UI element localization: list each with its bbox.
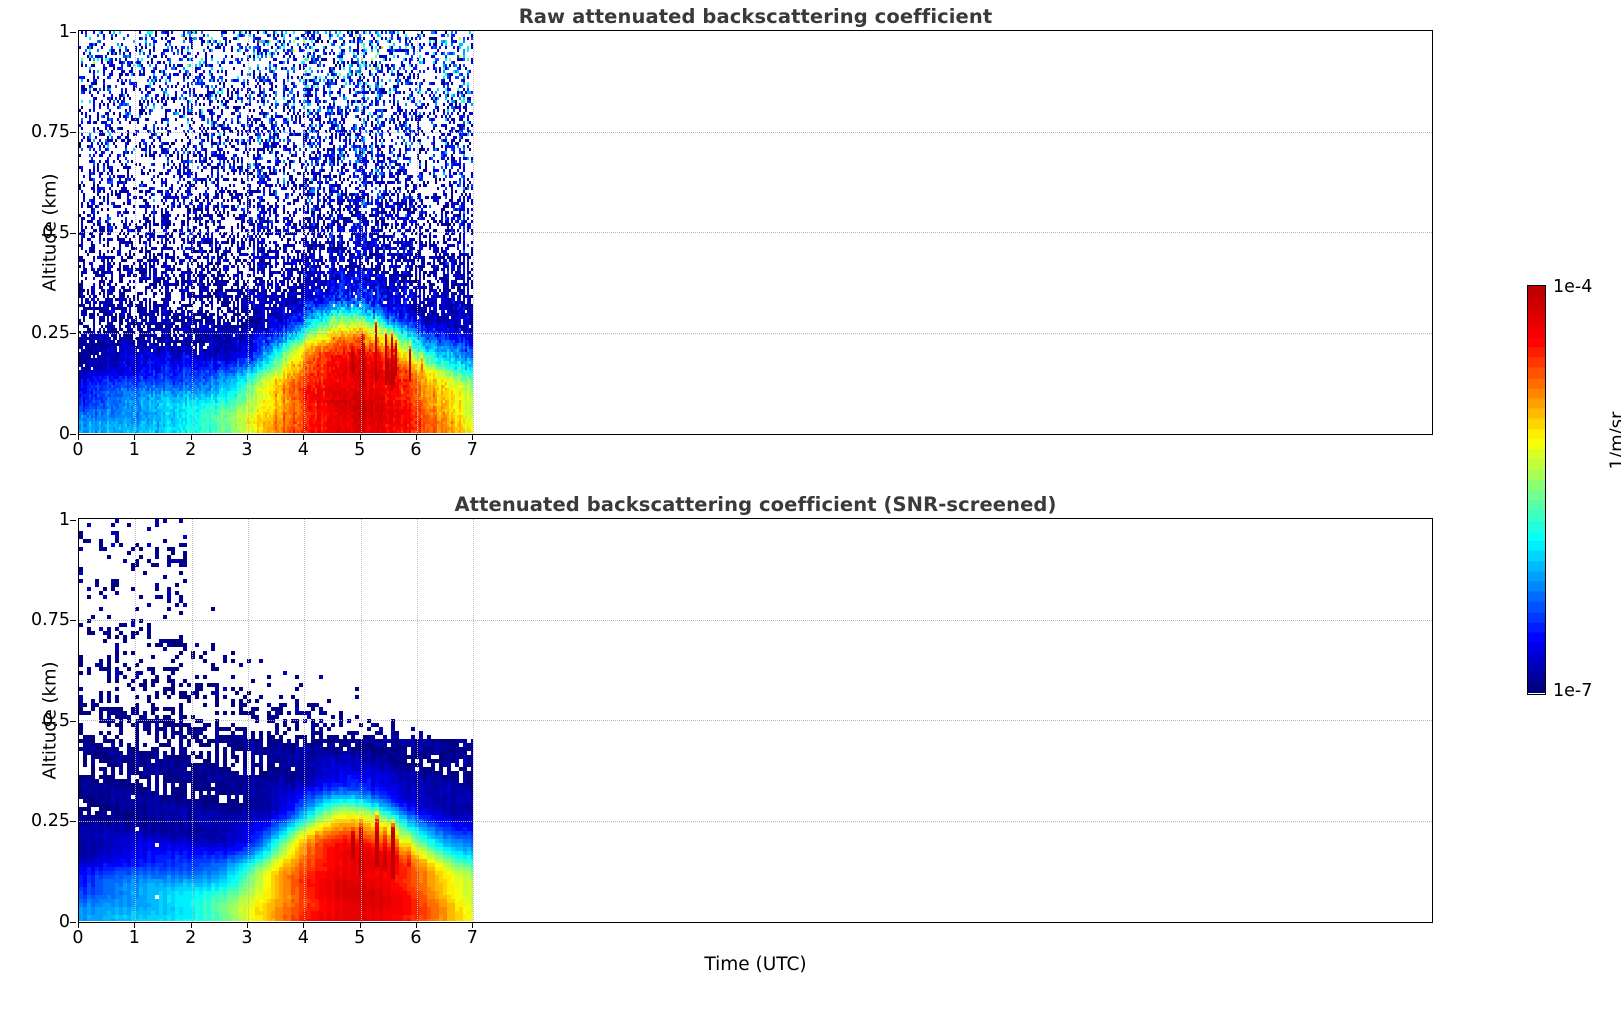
x-tick-mark: [78, 434, 79, 440]
x-tick-mark: [472, 434, 474, 440]
y-tick-label: 1: [58, 509, 70, 530]
x-tick-mark: [190, 434, 192, 440]
y-axis-label-bottom: Altitude (km): [39, 661, 61, 780]
y-tick-mark: [70, 333, 76, 335]
x-tick-label: 5: [354, 928, 366, 948]
x-tick-label: 3: [241, 440, 253, 460]
heatmap-axes-bottom: [78, 518, 1433, 923]
x-tick-label: 3: [241, 928, 253, 948]
x-tick-label: 7: [466, 440, 478, 460]
x-tick-mark: [359, 434, 361, 440]
x-tick-label: 7: [466, 928, 478, 948]
y-tick-mark: [70, 620, 76, 622]
y-axis-label-top: Altitude (km): [39, 173, 61, 292]
x-tick-mark: [359, 922, 361, 928]
panel-title-bottom: Attenuated backscattering coefficient (S…: [454, 493, 1057, 516]
y-tick-mark: [70, 921, 76, 923]
y-tick-label: 0.25: [31, 323, 70, 344]
heatmap-image-bottom: [79, 519, 1431, 921]
y-tick-label: 0.5: [42, 710, 70, 731]
colorbar: 1e-4 1e-7: [1527, 277, 1592, 701]
y-tick-label: 1: [58, 21, 70, 42]
y-tick-mark: [70, 232, 76, 234]
x-tick-mark: [303, 434, 305, 440]
x-tick-label: 6: [410, 440, 422, 460]
x-tick-label: 4: [297, 928, 309, 948]
x-tick-mark: [416, 434, 417, 440]
y-tick-mark: [70, 821, 76, 823]
x-tick-label: 2: [185, 440, 197, 460]
heatmap-axes-top: [78, 30, 1433, 435]
y-tick-mark: [70, 720, 76, 722]
y-tick-mark: [70, 519, 76, 521]
y-tick-label: 0.25: [31, 811, 70, 832]
y-axis-ticks-top: 0 0.25 0.5 0.75 1: [4, 22, 76, 444]
x-tick-label: 0: [72, 440, 84, 460]
x-tick-mark: [134, 922, 136, 928]
x-tick-mark: [190, 922, 192, 928]
x-tick-mark: [247, 434, 248, 440]
x-axis-label: Time (UTC): [704, 954, 807, 975]
y-tick-mark: [70, 132, 76, 134]
x-tick-label: 1: [128, 440, 140, 460]
y-tick-label: 0.5: [42, 222, 70, 243]
x-tick-label: 0: [72, 928, 84, 948]
y-tick-mark: [70, 31, 76, 33]
y-axis-ticks-bottom: 0 0.25 0.5 0.75 1: [4, 510, 76, 932]
x-axis-ticks-top: 0 1 2 3 4 5 6 7: [72, 434, 1433, 464]
x-tick-mark: [303, 922, 305, 928]
x-tick-mark: [134, 434, 136, 440]
x-tick-label: 2: [185, 928, 197, 948]
heatmap-image-top: [79, 31, 1431, 433]
x-tick-label: 6: [410, 928, 422, 948]
y-tick-mark: [70, 433, 76, 435]
x-tick-mark: [247, 922, 248, 928]
colorbar-gradient: [1527, 285, 1546, 695]
colorbar-min-label: 1e-7: [1553, 681, 1593, 701]
y-tick-label: 0.75: [31, 610, 70, 631]
x-tick-label: 5: [354, 440, 366, 460]
colorbar-unit-label: 1/m/sr: [1606, 411, 1621, 470]
y-tick-label: 0.75: [31, 122, 70, 143]
y-tick-label: 0: [58, 423, 70, 444]
y-tick-label: 0: [58, 911, 70, 932]
x-tick-label: 4: [297, 440, 309, 460]
x-tick-mark: [472, 922, 474, 928]
x-axis-ticks-bottom: 0 1 2 3 4 5 6 7: [72, 922, 1433, 952]
colorbar-max-label: 1e-4: [1553, 277, 1593, 297]
x-tick-label: 1: [128, 928, 140, 948]
x-tick-mark: [78, 922, 79, 928]
x-tick-mark: [416, 922, 417, 928]
panel-title-top: Raw attenuated backscattering coefficien…: [518, 5, 993, 28]
